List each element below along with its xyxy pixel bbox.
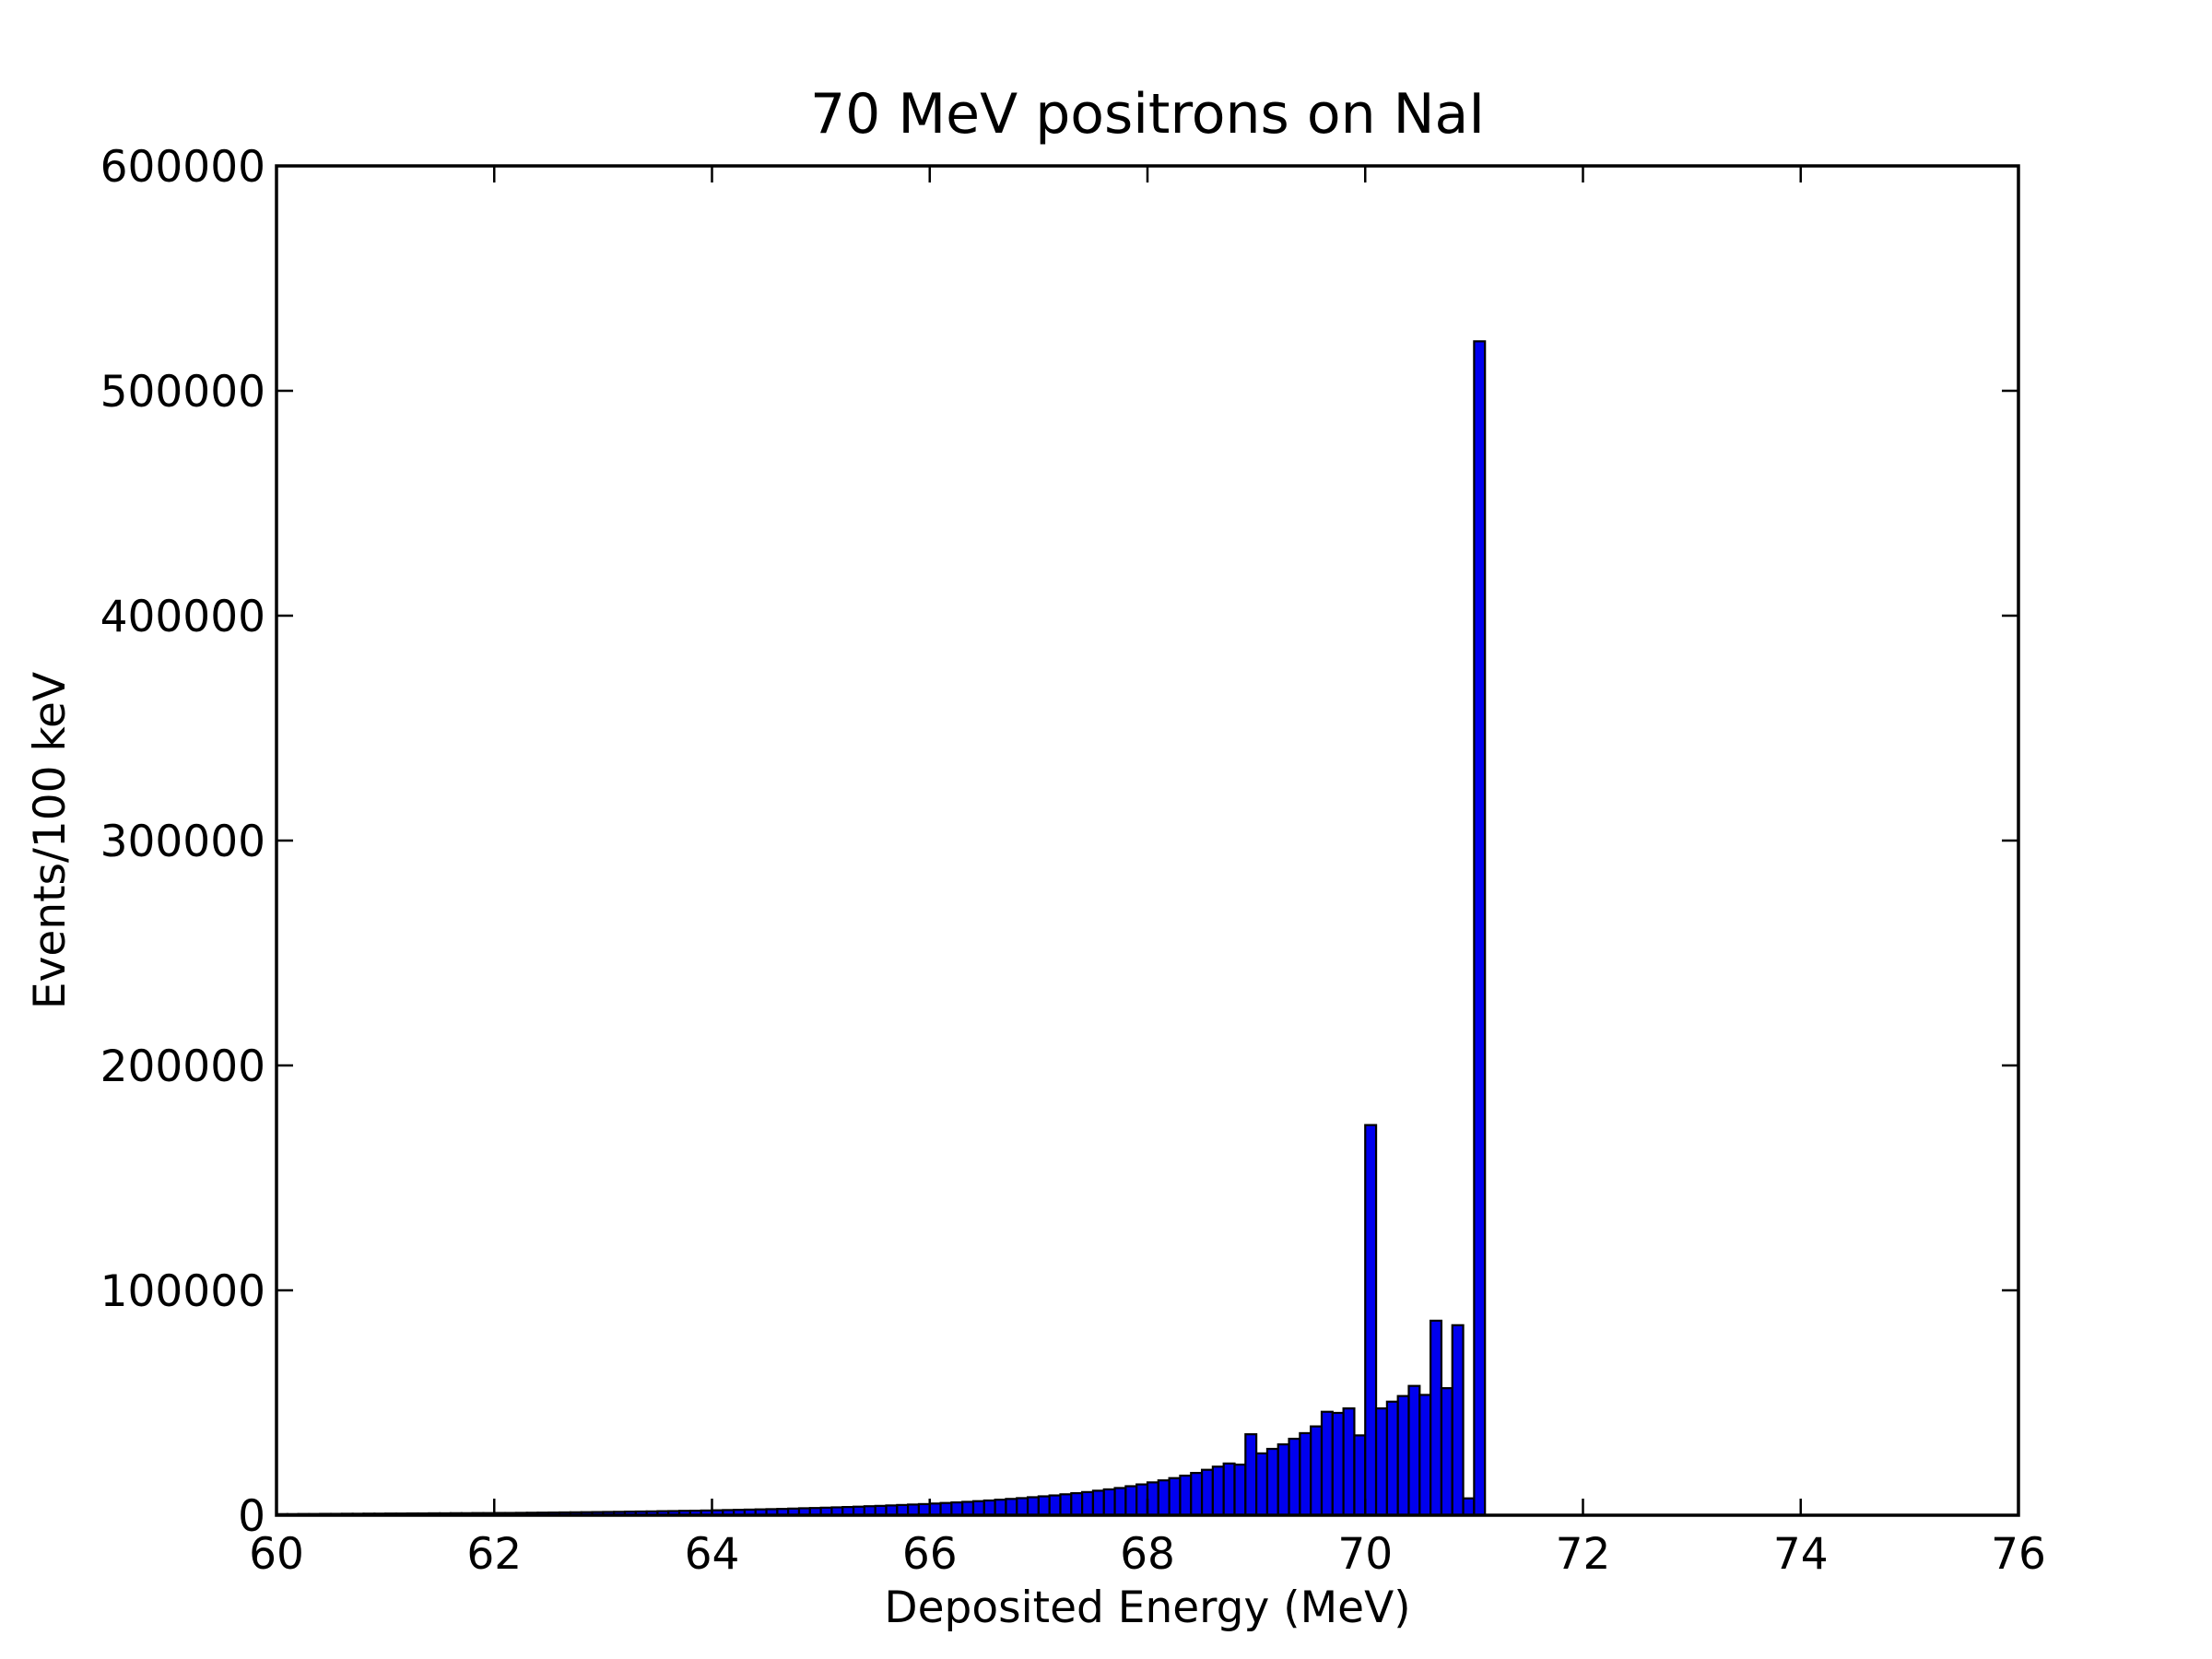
histogram-bar <box>1037 1495 1051 1517</box>
histogram-bar <box>917 1502 931 1517</box>
histogram-bar <box>1353 1434 1367 1517</box>
histogram-bar <box>1081 1490 1095 1517</box>
histogram-bar <box>1200 1468 1214 1517</box>
histogram-bar <box>1113 1487 1127 1517</box>
histogram-bar <box>1091 1489 1105 1517</box>
y-tick-label: 600000 <box>100 142 265 193</box>
axis-ticks: 60 62 64 66 68 70 72 74 76 0 100000 200000 300000 400… <box>100 142 2046 1580</box>
histogram-bar <box>1473 340 1487 1517</box>
histogram-bar <box>1310 1425 1324 1517</box>
y-tick-label: 400000 <box>100 592 265 642</box>
histogram-bar <box>1288 1437 1301 1517</box>
x-tick-label: 64 <box>685 1529 740 1580</box>
x-tick-label: 72 <box>1556 1529 1611 1580</box>
histogram-bar <box>1364 1124 1378 1517</box>
x-tick-label: 76 <box>1991 1529 2046 1580</box>
y-tick-label: 500000 <box>100 367 265 418</box>
histogram-bar <box>1374 1406 1388 1517</box>
histogram-bar <box>1179 1474 1193 1517</box>
histogram-bar <box>1342 1406 1356 1517</box>
histogram-bar <box>1157 1479 1171 1517</box>
histogram-bar <box>1277 1443 1290 1517</box>
histogram-bar <box>1005 1498 1018 1517</box>
x-tick-label: 68 <box>1120 1529 1175 1580</box>
x-tick-label: 60 <box>249 1529 304 1580</box>
histogram-bar <box>1396 1394 1410 1517</box>
y-tick-label: 0 <box>238 1491 265 1542</box>
histogram-bar <box>1190 1472 1204 1517</box>
y-tick-label: 200000 <box>100 1041 265 1092</box>
histogram-bars <box>275 340 1487 1517</box>
histogram-bar <box>1320 1410 1334 1517</box>
x-tick-label: 62 <box>466 1529 522 1580</box>
histogram-bar <box>1440 1387 1453 1517</box>
histogram-bar <box>1407 1384 1421 1517</box>
histogram-bar <box>1124 1485 1138 1517</box>
histogram-bar <box>1265 1447 1279 1517</box>
histogram-bar <box>1135 1483 1149 1517</box>
histogram-bar <box>1016 1497 1030 1517</box>
plot-frame <box>275 164 2020 1517</box>
histogram-bar <box>1299 1431 1312 1517</box>
histogram-bar <box>961 1500 975 1517</box>
y-tick-label: 100000 <box>100 1266 265 1317</box>
histogram-bar <box>1462 1497 1476 1517</box>
histogram-bar <box>1222 1462 1236 1517</box>
x-axis-label: Deposited Energy (MeV) <box>884 1583 1410 1633</box>
histogram-bar <box>1070 1491 1084 1517</box>
histogram-bar <box>1211 1465 1225 1517</box>
histogram-bar <box>1244 1433 1258 1517</box>
histogram-bar <box>1102 1488 1116 1517</box>
histogram-bar <box>928 1502 942 1517</box>
histogram-bar <box>971 1500 985 1517</box>
y-tick-label: 300000 <box>100 817 265 867</box>
histogram-bar <box>1048 1494 1062 1517</box>
histogram-bar <box>1026 1496 1040 1517</box>
histogram-bar <box>939 1501 953 1517</box>
histogram-bar <box>982 1499 996 1517</box>
x-tick-label: 70 <box>1337 1529 1393 1580</box>
histogram-bar <box>1418 1394 1432 1517</box>
histogram-bar <box>1146 1481 1159 1517</box>
histogram-bar <box>994 1499 1007 1517</box>
histogram-bar <box>1385 1400 1399 1517</box>
histogram-bar <box>1331 1411 1345 1517</box>
histogram-bar <box>1430 1319 1443 1517</box>
x-tick-label: 74 <box>1773 1529 1829 1580</box>
chart-title: 70 MeV positrons on NaI <box>810 82 1485 147</box>
histogram-bar <box>1168 1477 1182 1517</box>
y-axis-label: Events/100 keV <box>25 672 76 1009</box>
histogram-bar <box>1233 1463 1247 1517</box>
histogram-bar <box>1059 1493 1073 1517</box>
x-tick-label: 66 <box>902 1529 958 1580</box>
histogram-bar <box>950 1500 964 1517</box>
histogram-bar <box>1255 1452 1269 1517</box>
histogram-bar <box>1451 1324 1465 1517</box>
